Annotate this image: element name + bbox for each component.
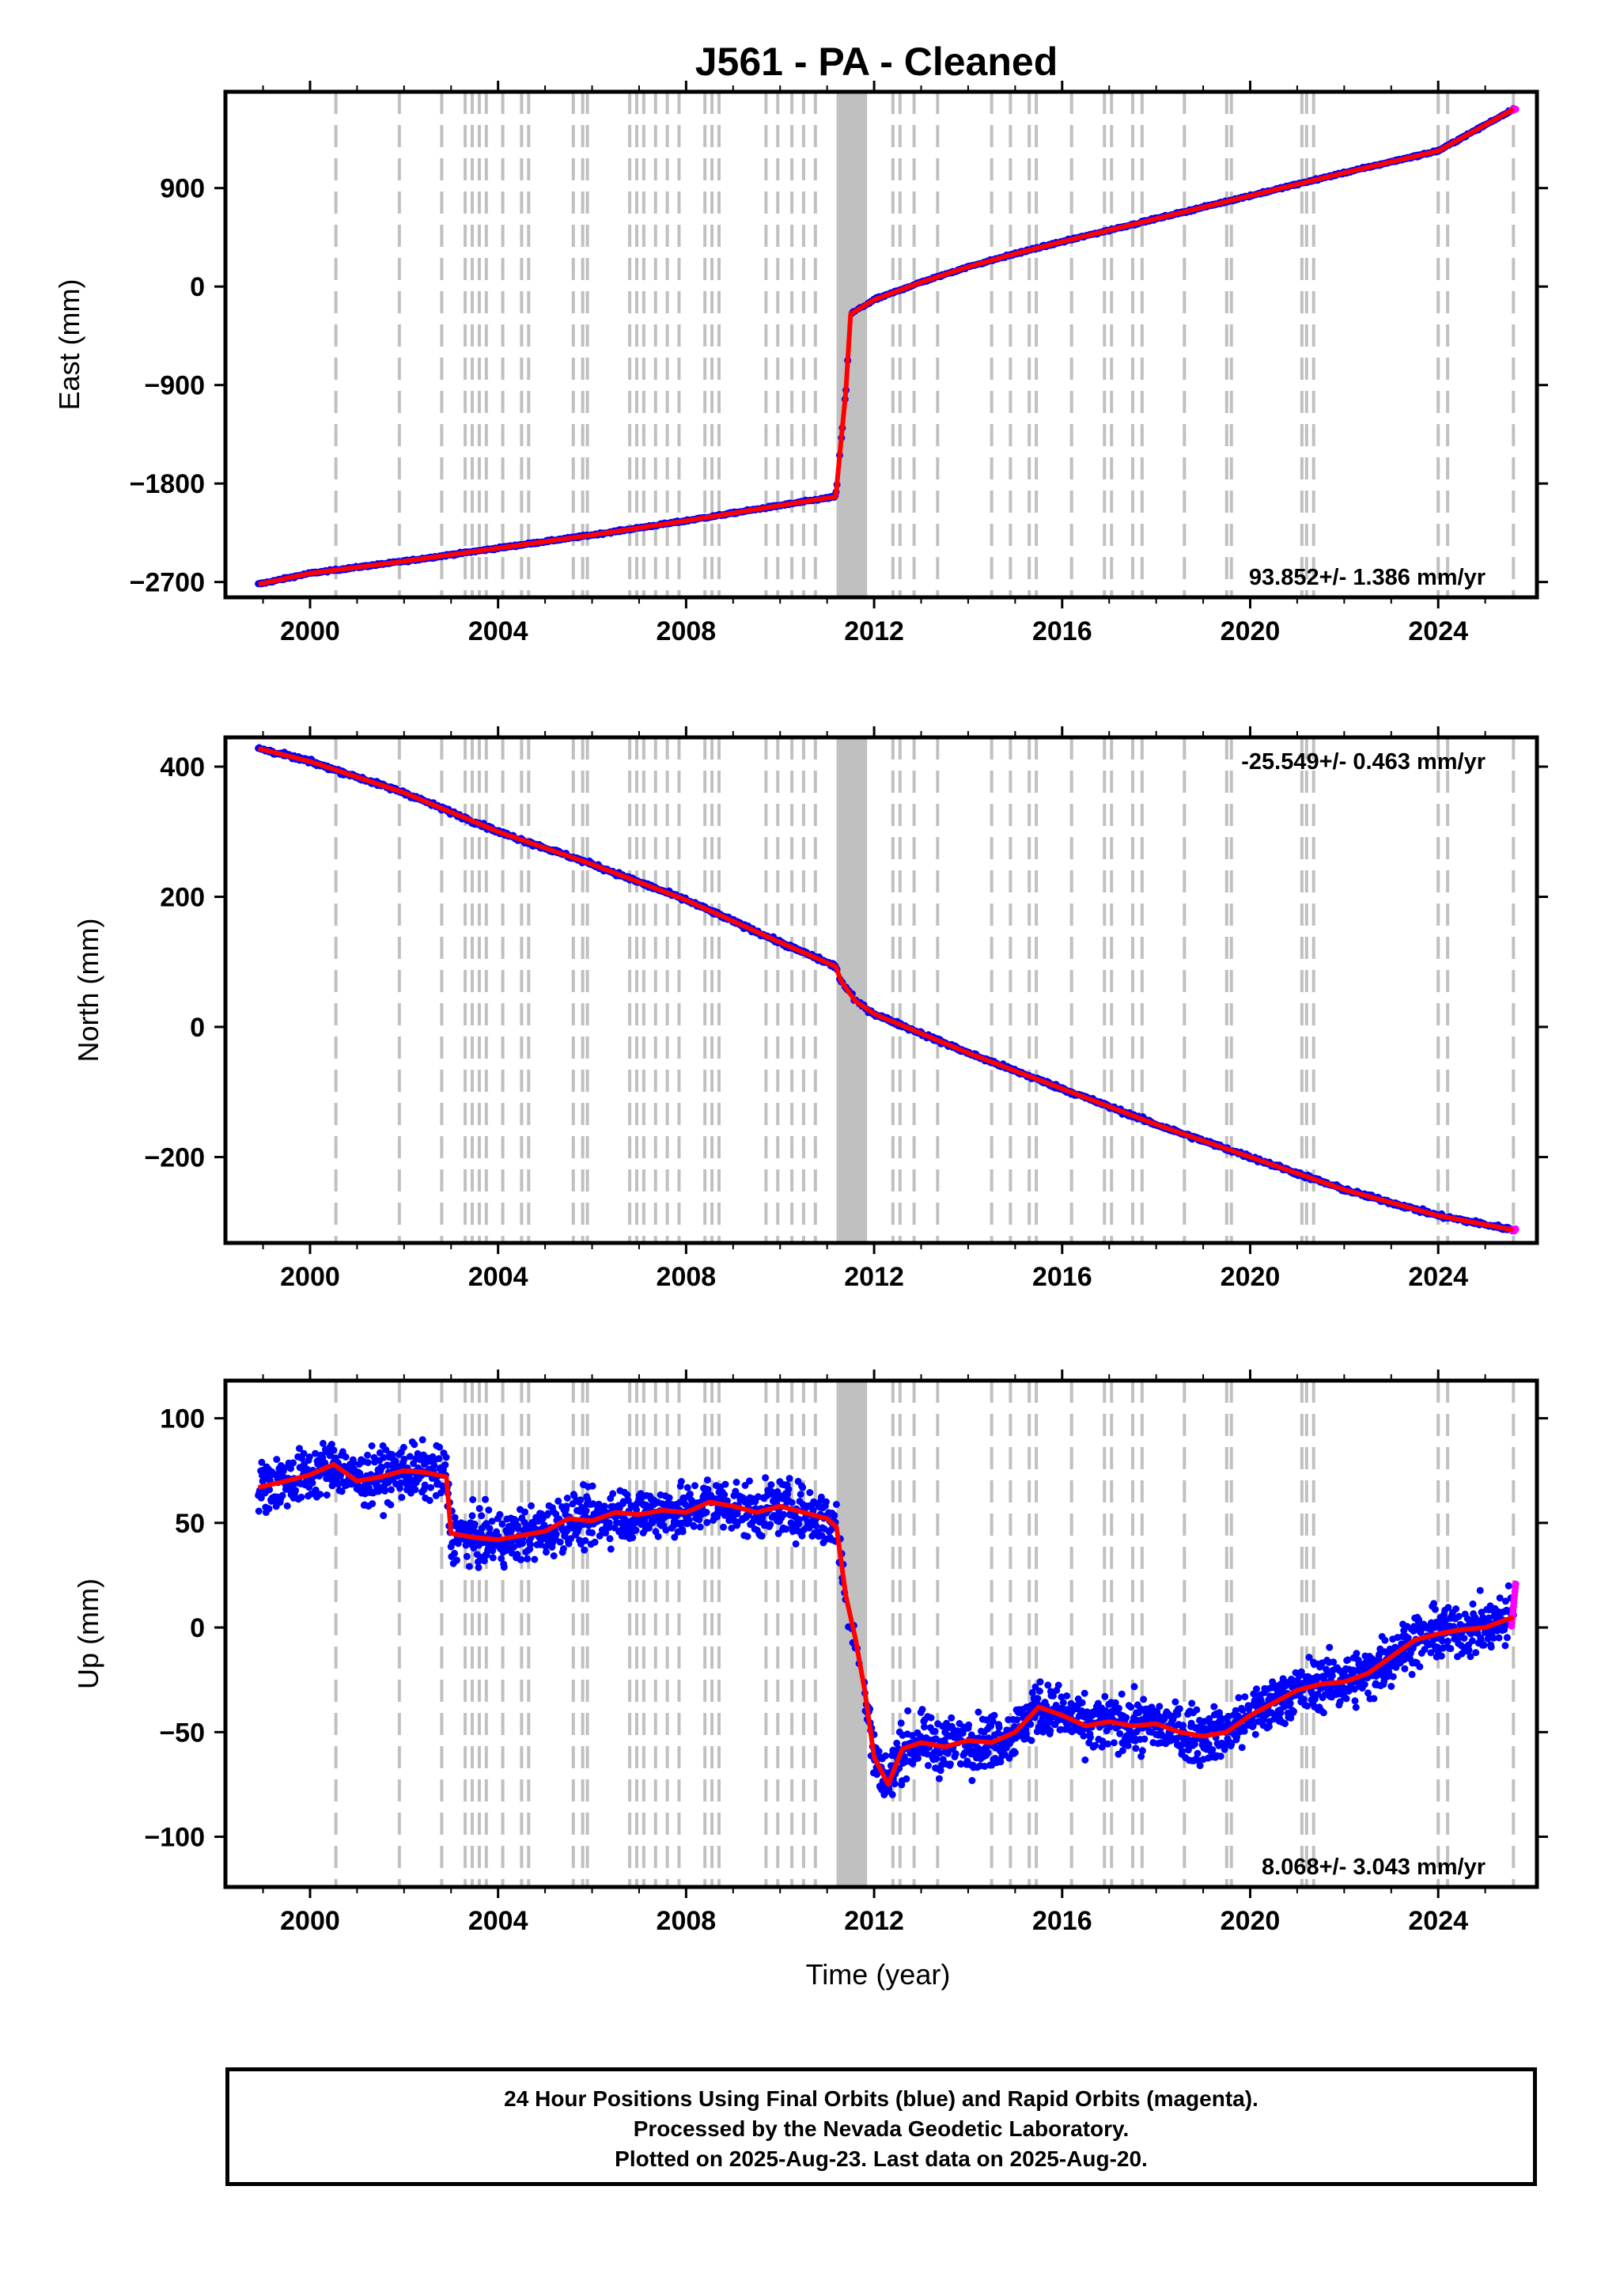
y-tick-label: 0 [190, 1013, 205, 1043]
y-axis-label: Up (mm) [72, 1578, 104, 1689]
footer-line-2: Processed by the Nevada Geodetic Laborat… [633, 2116, 1130, 2141]
y-tick-label: 100 [160, 1404, 205, 1434]
x-tick-label: 2020 [1221, 1262, 1281, 1292]
y-tick-label: −900 [144, 371, 205, 401]
y-tick-label: 900 [160, 174, 205, 204]
footer-box: 24 Hour Positions Using Final Orbits (bl… [225, 2067, 1537, 2186]
y-tick-label: 0 [190, 272, 205, 302]
east-panel: 2000 2004 2008 2012 2016 2020 2024 −2700 −1800 −9… [53, 81, 1548, 646]
x-tick-label: 2008 [657, 1906, 717, 1936]
axes-frame [223, 89, 1539, 600]
plot-area [255, 1381, 1520, 1887]
y-tick-label: −1800 [130, 469, 206, 499]
y-axis-label: East (mm) [53, 279, 85, 411]
y-axis-label: North (mm) [72, 919, 104, 1063]
plot-area [255, 92, 1520, 597]
x-tick-label: 2000 [280, 1262, 340, 1292]
x-tick-label: 2024 [1408, 1906, 1468, 1936]
event-band [836, 1381, 868, 1887]
y-tick-label: −2700 [130, 568, 206, 598]
north-panel: 2000 2004 2008 2012 2016 2020 2024 −200 0 200 400 N… [72, 726, 1548, 1292]
x-tick-label: 2000 [280, 1906, 340, 1936]
rate-label: 93.852+/- 1.386 mm/yr [1249, 565, 1486, 590]
rate-label: -25.549+/- 0.463 mm/yr [1241, 749, 1486, 775]
chart-title: J561 - PA - Cleaned [695, 40, 1058, 84]
x-tick-label: 2004 [468, 616, 528, 646]
y-tick-label: 200 [160, 882, 205, 912]
x-tick-label: 2016 [1032, 1906, 1092, 1936]
x-tick-label: 2012 [844, 1906, 904, 1936]
x-tick-label: 2000 [280, 616, 340, 646]
final-orbit-points [255, 1436, 1517, 1798]
x-tick-label: 2008 [657, 616, 717, 646]
plot-area [255, 737, 1520, 1243]
axes-frame [223, 1378, 1539, 1889]
y-tick-label: 0 [190, 1613, 205, 1643]
model-curve [257, 746, 1514, 1233]
x-tick-label: 2012 [844, 616, 904, 646]
model-curve [257, 1461, 1515, 1787]
x-tick-label: 2008 [657, 1262, 717, 1292]
x-tick-label: 2004 [468, 1906, 528, 1936]
up-panel: 2000 2004 2008 2012 2016 2020 2024 −100 −50 0 50 10… [72, 1370, 1548, 1936]
axes-frame [223, 735, 1539, 1245]
final-orbit-points [255, 744, 1517, 1235]
event-band [836, 92, 868, 597]
x-tick-label: 2012 [844, 1262, 904, 1292]
y-tick-label: 50 [175, 1509, 205, 1539]
footer-line-1: 24 Hour Positions Using Final Orbits (bl… [504, 2086, 1258, 2111]
y-tick-label: −100 [144, 1823, 205, 1853]
x-tick-label: 2024 [1408, 616, 1468, 646]
x-tick-label: 2016 [1032, 616, 1092, 646]
x-axis-label: Time (year) [806, 1958, 951, 1991]
x-tick-label: 2004 [468, 1262, 528, 1292]
x-tick-label: 2020 [1221, 616, 1281, 646]
y-tick-label: 400 [160, 752, 205, 782]
rate-label: 8.068+/- 3.043 mm/yr [1262, 1855, 1486, 1880]
x-tick-label: 2016 [1032, 1262, 1092, 1292]
model-curve [257, 107, 1515, 587]
y-tick-label: −50 [159, 1718, 205, 1748]
footer-line-3: Plotted on 2025-Aug-23. Last data on 202… [615, 2146, 1148, 2171]
x-tick-label: 2020 [1221, 1906, 1281, 1936]
x-tick-label: 2024 [1408, 1262, 1468, 1292]
y-tick-label: −200 [144, 1142, 205, 1173]
